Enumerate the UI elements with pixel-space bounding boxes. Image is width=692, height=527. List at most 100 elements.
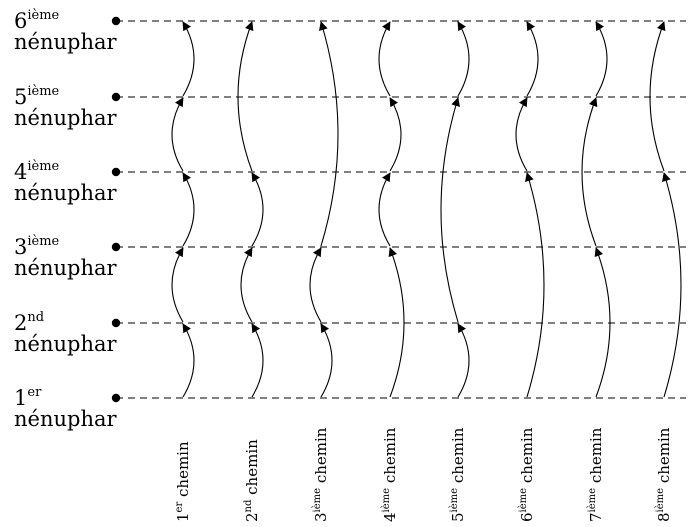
path-3-jump-3-arrow bbox=[319, 21, 339, 247]
lily-pad-number: 6 bbox=[14, 9, 27, 33]
lily-pad-label-1: 1er bbox=[14, 385, 42, 410]
path-5-jump-1-arrow bbox=[457, 323, 470, 398]
path-word: chemin bbox=[174, 441, 192, 502]
path-5-jump-2-arrow bbox=[440, 97, 460, 323]
lily-pad-ordinal-suffix: ième bbox=[27, 84, 59, 99]
path-4-jump-3-arrow bbox=[389, 97, 402, 172]
lily-pad-dot-6 bbox=[111, 16, 121, 26]
lily-pad-word-4: nénuphar bbox=[14, 181, 117, 205]
path-label-1: 1er chemin bbox=[174, 441, 192, 522]
lily-pad-label-4: 4ième bbox=[14, 159, 60, 184]
path-4-jump-4-arrow bbox=[378, 21, 391, 97]
path-ordinal-suffix: ième bbox=[449, 488, 460, 513]
path-6 bbox=[515, 21, 545, 398]
lily-pad-label-5: 5ième bbox=[14, 84, 60, 109]
lily-pad-ordinal-suffix: er bbox=[27, 385, 42, 400]
path-5 bbox=[440, 21, 470, 398]
path-6-jump-3-arrow bbox=[526, 21, 539, 97]
path-ordinal-suffix: ième bbox=[655, 488, 666, 513]
path-number: 6 bbox=[518, 512, 536, 522]
lily-pad-number: 3 bbox=[14, 235, 27, 259]
jump-paths bbox=[171, 21, 682, 398]
lily-pad-number: 1 bbox=[14, 386, 27, 410]
lily-pad-ordinal-suffix: ième bbox=[27, 234, 59, 249]
lily-pad-number: 2 bbox=[14, 311, 27, 335]
path-1-jump-2-arrow bbox=[171, 247, 184, 323]
path-number: 7 bbox=[587, 512, 605, 522]
lily-pad-word-5: nénuphar bbox=[14, 106, 117, 130]
lily-pad-number: 5 bbox=[14, 85, 27, 109]
lily-pad-dot-1 bbox=[111, 393, 121, 403]
path-6-jump-1-arrow bbox=[525, 172, 545, 398]
lily-pad-dot-2 bbox=[111, 318, 121, 328]
path-label-6: 6ième chemin bbox=[518, 427, 536, 522]
path-8-jump-1-arrow bbox=[662, 172, 682, 398]
path-ordinal-suffix: ième bbox=[587, 488, 598, 513]
path-ordinal-suffix: er bbox=[174, 502, 185, 513]
path-ordinal-suffix: ième bbox=[312, 488, 323, 513]
path-number: 8 bbox=[655, 512, 673, 522]
path-label-2: 2nd chemin bbox=[243, 439, 261, 522]
lily-pad-dot-5 bbox=[111, 92, 121, 102]
path-number: 5 bbox=[449, 512, 467, 522]
path-word: chemin bbox=[312, 427, 330, 488]
path-8 bbox=[649, 21, 682, 398]
lily-pad-ordinal-suffix: ième bbox=[27, 159, 59, 174]
path-ordinal-suffix: ième bbox=[518, 488, 529, 513]
lily-pad-ordinal-suffix: ième bbox=[27, 8, 59, 23]
path-word: chemin bbox=[243, 439, 261, 500]
lily-pad-label-6: 6ième bbox=[14, 8, 60, 33]
path-word: chemin bbox=[381, 427, 399, 488]
path-3 bbox=[309, 21, 339, 398]
path-word: chemin bbox=[587, 427, 605, 488]
path-7-jump-3-arrow bbox=[595, 21, 608, 97]
path-word: chemin bbox=[655, 427, 673, 488]
path-5-jump-3-arrow bbox=[457, 21, 470, 97]
path-word: chemin bbox=[518, 427, 536, 488]
path-number: 2 bbox=[243, 512, 261, 522]
path-label-7: 7ième chemin bbox=[587, 427, 605, 522]
path-ordinal-suffix: nd bbox=[243, 499, 254, 512]
lily-pad-word-3: nénuphar bbox=[14, 256, 117, 280]
path-4-jump-1-arrow bbox=[388, 247, 405, 398]
path-4 bbox=[378, 21, 405, 398]
path-1 bbox=[171, 21, 195, 398]
path-2-jump-3-arrow bbox=[251, 172, 264, 247]
path-1-jump-1-arrow bbox=[182, 323, 195, 398]
path-8-jump-2-arrow bbox=[649, 21, 666, 172]
lily-pad-number: 4 bbox=[14, 160, 27, 184]
path-number: 3 bbox=[312, 512, 330, 522]
lily-pad-ordinal-suffix: nd bbox=[27, 310, 44, 325]
lily-pad-label-2: 2nd bbox=[14, 310, 44, 335]
lily-pad-word-1: nénuphar bbox=[14, 407, 117, 431]
path-label-8: 8ième chemin bbox=[655, 427, 673, 522]
path-label-3: 3ième chemin bbox=[312, 427, 330, 522]
path-2-jump-2-arrow bbox=[240, 247, 253, 323]
lily-pad-dot-4 bbox=[111, 167, 121, 177]
path-1-jump-5-arrow bbox=[182, 21, 195, 97]
path-7-jump-1-arrow bbox=[594, 247, 611, 398]
path-2 bbox=[237, 21, 264, 398]
lily-pad-levels bbox=[111, 16, 686, 403]
path-word: chemin bbox=[449, 427, 467, 488]
path-number: 4 bbox=[381, 512, 399, 522]
path-2-jump-4-arrow bbox=[237, 21, 254, 172]
path-3-jump-1-arrow bbox=[320, 323, 333, 398]
lily-pad-label-3: 3ième bbox=[14, 234, 60, 259]
path-3-jump-2-arrow bbox=[309, 247, 322, 323]
path-2-jump-1-arrow bbox=[251, 323, 264, 398]
lily-pad-labels: 1ernénuphar2ndnénuphar3ièmenénuphar4ième… bbox=[14, 8, 117, 431]
path-7 bbox=[581, 21, 611, 398]
lily-pad-word-6: nénuphar bbox=[14, 30, 117, 54]
path-1-jump-4-arrow bbox=[171, 97, 184, 172]
path-label-5: 5ième chemin bbox=[449, 427, 467, 522]
path-number: 1 bbox=[174, 512, 192, 522]
path-1-jump-3-arrow bbox=[182, 172, 195, 247]
path-4-jump-2-arrow bbox=[378, 172, 391, 247]
path-label-4: 4ième chemin bbox=[381, 427, 399, 522]
path-7-jump-2-arrow bbox=[581, 97, 598, 247]
path-6-jump-2-arrow bbox=[515, 97, 528, 172]
